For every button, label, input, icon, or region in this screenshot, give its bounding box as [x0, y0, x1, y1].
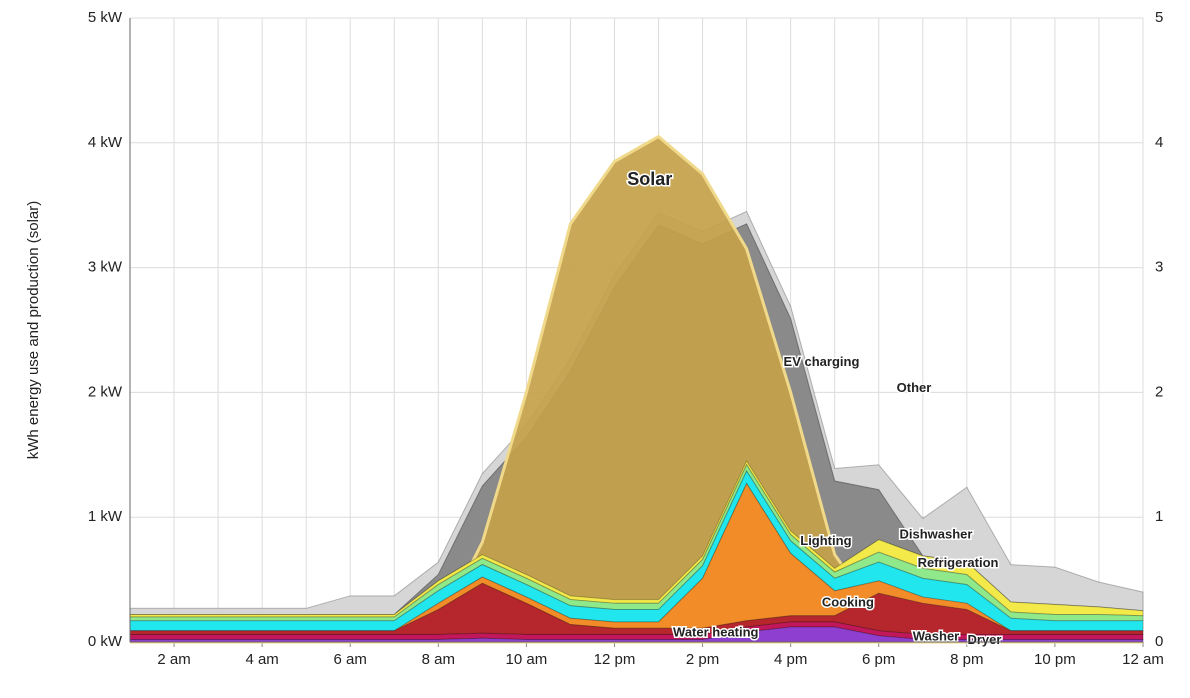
series-label: Cooking: [822, 595, 874, 610]
x-tick-label: 4 am: [245, 651, 278, 668]
y-tick-label: 0 kW: [88, 633, 123, 650]
x-tick-label: 6 pm: [862, 651, 895, 668]
x-tick-label: 12 am: [1122, 651, 1164, 668]
series-label: Washer: [913, 629, 959, 644]
y2-tick-label: 1: [1155, 508, 1163, 525]
series-label: Water heating: [673, 625, 759, 640]
x-tick-label: 2 am: [157, 651, 190, 668]
y-tick-label: 5 kW: [88, 9, 123, 26]
y2-tick-label: 0: [1155, 633, 1163, 650]
series-label: Solar: [627, 169, 672, 189]
y-tick-label: 2 kW: [88, 383, 123, 400]
x-tick-label: 12 pm: [594, 651, 636, 668]
series-label: Lighting: [800, 533, 851, 548]
x-tick-label: 4 pm: [774, 651, 807, 668]
y2-tick-label: 2: [1155, 383, 1163, 400]
series-label: Dishwasher: [900, 527, 973, 542]
x-tick-label: 2 pm: [686, 651, 719, 668]
x-tick-label: 8 am: [422, 651, 455, 668]
y-tick-label: 4 kW: [88, 134, 123, 151]
series-label: Dryer: [967, 632, 1001, 647]
x-tick-label: 6 am: [334, 651, 367, 668]
series-label: EV charging: [784, 354, 860, 369]
y-tick-label: 1 kW: [88, 508, 123, 525]
y2-tick-label: 5: [1155, 9, 1163, 26]
y2-tick-label: 3: [1155, 259, 1163, 276]
x-tick-label: 8 pm: [950, 651, 983, 668]
y-axis-label: kWh energy use and production (solar): [25, 201, 42, 459]
y2-tick-label: 4: [1155, 134, 1163, 151]
y-tick-label: 3 kW: [88, 259, 123, 276]
series-label: Other: [897, 380, 932, 395]
series-label: Refrigeration: [918, 555, 999, 570]
x-tick-label: 10 pm: [1034, 651, 1076, 668]
x-tick-label: 10 am: [506, 651, 548, 668]
